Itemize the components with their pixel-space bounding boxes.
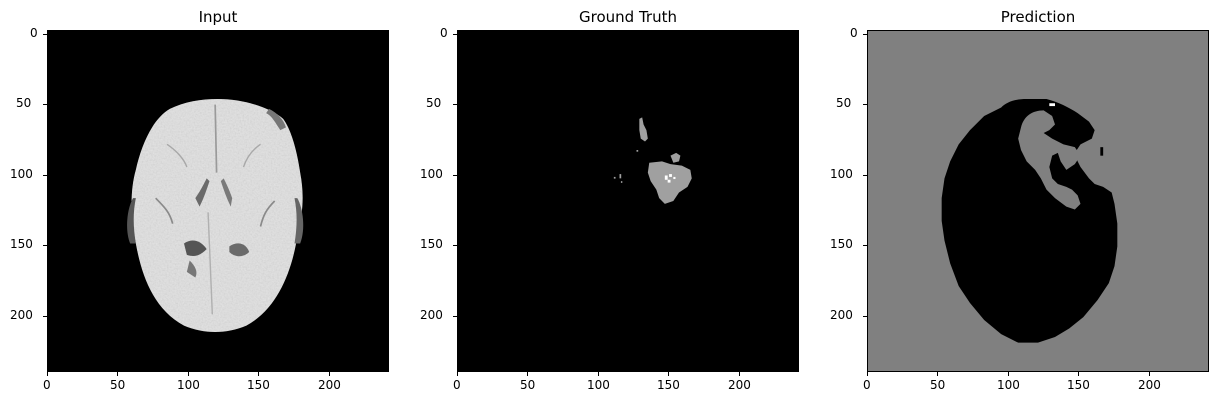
x-tick-label: 50 bbox=[520, 378, 536, 392]
panel-title-input: Input bbox=[198, 8, 238, 26]
y-tick-label: 200 bbox=[10, 308, 33, 322]
y-tick-label: 50 bbox=[836, 96, 852, 110]
y-tick-label: 0 bbox=[440, 26, 448, 40]
brain-image bbox=[48, 31, 388, 371]
ground-truth-mask bbox=[458, 31, 798, 371]
x-tick-label: 0 bbox=[863, 378, 871, 392]
y-tick-label: 150 bbox=[420, 237, 443, 251]
y-tick-label: 100 bbox=[830, 167, 853, 181]
x-tick-label: 200 bbox=[728, 378, 751, 392]
y-tick-label: 50 bbox=[426, 96, 442, 110]
y-tick-label: 150 bbox=[830, 237, 853, 251]
x-tick-label: 150 bbox=[657, 378, 680, 392]
x-tick-label: 100 bbox=[587, 378, 610, 392]
y-tick-label: 0 bbox=[850, 26, 858, 40]
x-tick-label: 100 bbox=[177, 378, 200, 392]
y-tick-label: 100 bbox=[420, 167, 443, 181]
y-tick-label: 50 bbox=[16, 96, 32, 110]
x-tick-label: 50 bbox=[110, 378, 126, 392]
x-tick-label: 100 bbox=[997, 378, 1020, 392]
y-tick-label: 150 bbox=[10, 237, 33, 251]
x-tick-label: 50 bbox=[930, 378, 946, 392]
x-tick-label: 0 bbox=[43, 378, 51, 392]
image-ground-truth bbox=[457, 30, 799, 372]
image-prediction bbox=[867, 30, 1209, 372]
x-tick-label: 200 bbox=[318, 378, 341, 392]
panel-title-ground-truth: Ground Truth bbox=[579, 8, 677, 26]
y-tick-label: 200 bbox=[830, 308, 853, 322]
prediction-mask bbox=[868, 31, 1208, 371]
y-tick-label: 100 bbox=[10, 167, 33, 181]
x-tick-label: 150 bbox=[1067, 378, 1090, 392]
panel-title-prediction: Prediction bbox=[1000, 8, 1076, 26]
y-tick-label: 0 bbox=[30, 26, 38, 40]
image-input bbox=[47, 30, 389, 372]
y-tick-label: 200 bbox=[420, 308, 443, 322]
x-tick-label: 150 bbox=[247, 378, 270, 392]
x-tick-label: 200 bbox=[1138, 378, 1161, 392]
x-tick-label: 0 bbox=[453, 378, 461, 392]
